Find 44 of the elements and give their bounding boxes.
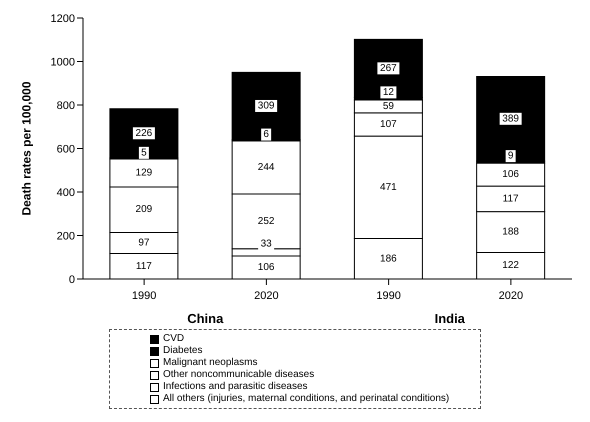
data-label: 106 <box>258 262 275 273</box>
data-label: 129 <box>136 167 153 178</box>
y-tick-label: 800 <box>56 100 75 112</box>
legend-label: Infections and parasitic diseases <box>163 381 308 393</box>
y-axis-title: Death rates per 100,000 <box>19 81 34 216</box>
y-tick-label: 600 <box>56 143 75 156</box>
legend-label: Malignant neoplasms <box>163 357 258 369</box>
data-label: 244 <box>258 162 275 173</box>
data-label: 209 <box>136 204 153 216</box>
legend-label: CVD <box>163 333 184 345</box>
data-label: 186 <box>380 253 398 264</box>
data-label: 33 <box>260 238 272 250</box>
data-label: 389 <box>502 113 520 124</box>
y-tick-label: 400 <box>56 186 75 199</box>
legend-label: Diabetes <box>163 345 202 357</box>
x-tick-label: 2020 <box>498 290 524 302</box>
data-label: 122 <box>502 260 520 272</box>
data-label: 5 <box>141 147 148 158</box>
legend-label: Other noncommunicable diseases <box>163 369 314 381</box>
legend-label: All others (injuries, maternal conditions, and perinatal conditions) <box>163 393 450 405</box>
data-label: 117 <box>136 260 152 272</box>
data-label: 107 <box>380 118 398 130</box>
data-label: 471 <box>380 182 398 193</box>
y-tick-label: 1000 <box>50 56 75 68</box>
data-label: 59 <box>382 100 394 112</box>
data-label: 252 <box>258 216 275 227</box>
data-label: 106 <box>502 169 520 180</box>
x-tick-label: 1990 <box>132 290 156 302</box>
text: India <box>434 311 466 326</box>
y-tick-label: 200 <box>56 230 75 242</box>
data-label: 117 <box>502 193 520 204</box>
data-label: 9 <box>508 150 514 162</box>
x-tick-label: 1990 <box>376 290 401 302</box>
y-tick-label: 0 <box>68 274 75 286</box>
data-label: 226 <box>136 128 153 139</box>
x-tick-label: 2020 <box>254 290 279 302</box>
data-label: 97 <box>138 238 150 249</box>
data-label: 267 <box>380 62 398 74</box>
text: China <box>187 311 224 326</box>
data-label: 6 <box>263 129 270 140</box>
data-label: 12 <box>382 86 394 98</box>
y-tick-label: 1200 <box>50 12 75 25</box>
data-label: 188 <box>502 226 520 238</box>
data-label: 309 <box>258 100 275 112</box>
